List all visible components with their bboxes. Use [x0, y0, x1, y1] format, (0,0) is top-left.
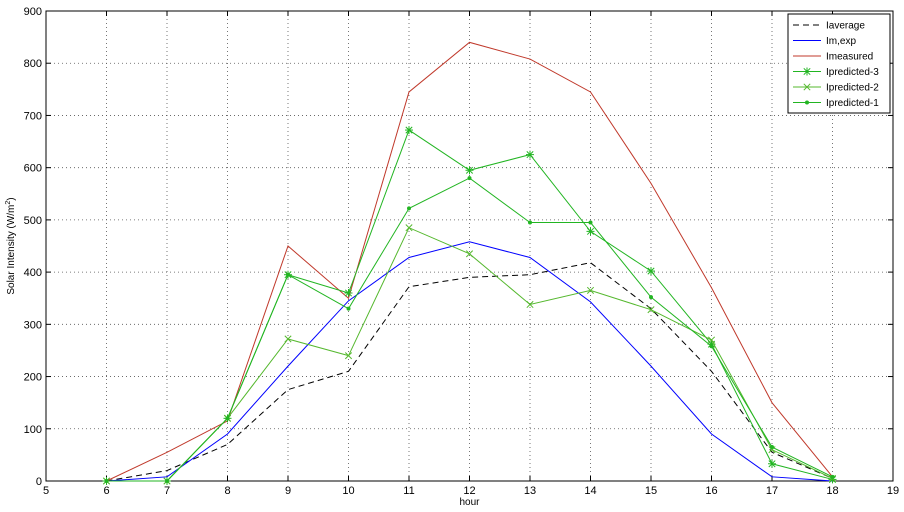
y-tick-label: 700 [24, 110, 42, 122]
series-iaverage [106, 262, 833, 482]
y-tick-label: 800 [24, 58, 42, 70]
legend-label: Iaverage [826, 21, 865, 32]
legend-item: Ipredicted-1 [793, 98, 879, 109]
y-tick-label: 0 [36, 476, 42, 488]
x-tick-label: 5 [43, 485, 49, 497]
x-tick-label: 19 [887, 485, 899, 497]
legend-item: Im,exp [793, 36, 856, 47]
x-tick-label: 17 [766, 485, 778, 497]
y-tick-label: 200 [24, 372, 42, 384]
marker [707, 336, 716, 344]
legend-item: Ipredicted-2 [793, 83, 879, 94]
legend-label: Ipredicted-2 [826, 83, 879, 94]
marker [465, 250, 474, 258]
series-im-exp [106, 241, 833, 482]
legend-item: Ipredicted-3 [793, 67, 879, 78]
marker [588, 220, 593, 225]
marker [526, 300, 534, 309]
x-tick-label: 14 [584, 485, 596, 497]
y-tick-label: 600 [24, 163, 42, 175]
marker [467, 176, 472, 181]
series-ipredicted-1 [104, 176, 835, 483]
marker [805, 100, 809, 105]
y-axis-label-superscript: 2 [5, 201, 12, 205]
marker [768, 446, 776, 454]
x-tick-label: 16 [705, 485, 717, 497]
legend: Iaverage Im,exp Imeasured Ipredicted-3 Ipred… [787, 13, 891, 114]
marker [407, 206, 411, 211]
marker [225, 416, 230, 421]
marker [528, 220, 532, 225]
legend-item: Iaverage [793, 21, 865, 32]
marker [586, 286, 595, 294]
series-line [106, 241, 833, 482]
series-group [102, 41, 837, 485]
x-tick-label: 18 [826, 485, 838, 497]
y-tick-label: 500 [24, 215, 42, 227]
x-tick-label: 15 [645, 485, 657, 497]
x-axis-label: hour [459, 497, 480, 508]
axes-ticks: 5 6 7 8 9 10 11 12 13 14 15 16 17 18 19 0 100 200 300 400 50… [24, 6, 899, 497]
legend-item: Imeasured [793, 52, 873, 63]
marker [649, 295, 653, 300]
plot-area [45, 10, 894, 482]
marker [286, 272, 290, 277]
x-tick-label: 9 [285, 485, 291, 497]
series-line [106, 129, 833, 482]
y-axis-label-main: Solar Intensity (W/m [6, 205, 17, 295]
marker [830, 474, 835, 479]
y-tick-label: 100 [24, 424, 42, 436]
marker [284, 335, 292, 343]
marker [104, 479, 109, 483]
series-line [106, 262, 833, 482]
x-tick-label: 7 [164, 485, 170, 497]
marker [344, 352, 353, 360]
marker [647, 306, 655, 314]
marker [165, 479, 169, 483]
x-tick-label: 13 [524, 485, 536, 497]
legend-label: Imeasured [826, 52, 873, 63]
x-tick-label: 12 [463, 485, 475, 497]
legend-label: Im,exp [826, 36, 856, 47]
x-tick-label: 11 [403, 485, 414, 497]
marker [770, 445, 774, 450]
marker [346, 306, 351, 311]
marker [405, 224, 413, 232]
y-tick-label: 400 [24, 267, 42, 279]
y-tick-label: 900 [24, 6, 42, 18]
legend-label: Ipredicted-1 [826, 98, 879, 109]
grid [46, 11, 893, 481]
marker [803, 83, 811, 91]
x-tick-label: 10 [342, 485, 354, 497]
y-axis-label-close: ) [6, 197, 17, 200]
marker [709, 344, 714, 349]
y-tick-label: 300 [24, 319, 42, 331]
y-axis-label: Solar Intensity (W/m2) [5, 197, 17, 294]
x-tick-label: 8 [224, 485, 230, 497]
legend-box [787, 13, 891, 114]
legend-label: Ipredicted-3 [826, 67, 879, 78]
x-tick-label: 6 [103, 485, 109, 497]
